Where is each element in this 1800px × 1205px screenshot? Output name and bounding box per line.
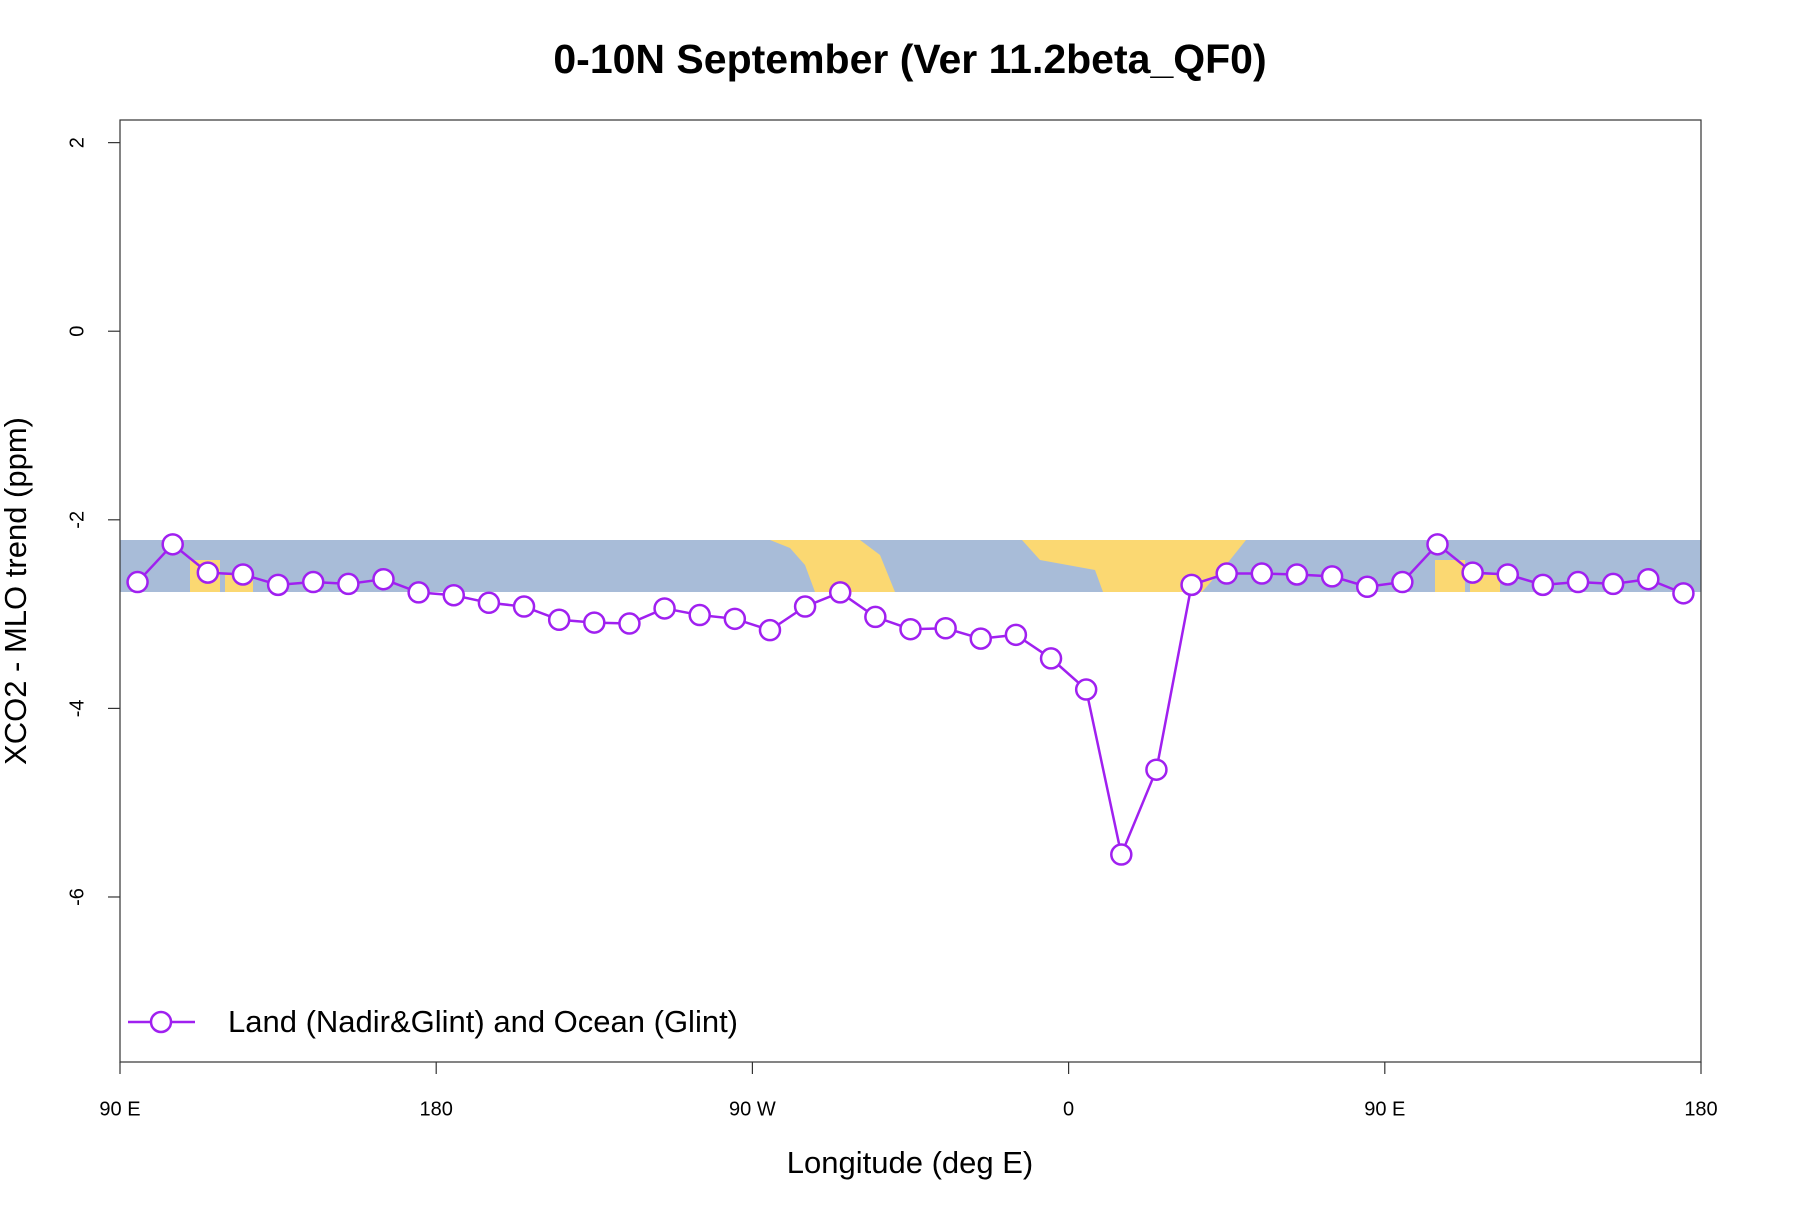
data-point [1004, 623, 1028, 647]
data-point [1074, 678, 1098, 701]
data-point [161, 533, 184, 556]
data-point [723, 607, 747, 631]
data-point [407, 581, 430, 604]
data-point [231, 563, 255, 586]
plot-frame [119, 119, 1702, 1063]
data-point [1145, 758, 1168, 781]
land [1435, 560, 1465, 592]
y-axis-label: XCO2 - MLO trend (ppm) [0, 417, 33, 765]
data-point [864, 605, 887, 629]
data-point [512, 595, 536, 618]
data-point [1039, 647, 1063, 670]
data-point [1110, 843, 1133, 866]
data-point [442, 583, 466, 607]
data-point [934, 616, 957, 640]
x-tick-label: 0 [1063, 1098, 1074, 1120]
data-point [828, 581, 852, 604]
y-tick-label: -6 [66, 888, 88, 906]
data-point [337, 572, 360, 596]
data-point [547, 608, 571, 632]
data-point [1496, 563, 1520, 586]
data-point [758, 618, 782, 642]
y-tick-label: -4 [66, 699, 88, 717]
data-point [618, 612, 641, 635]
legend-marker [149, 1010, 173, 1034]
data-point [301, 570, 325, 594]
data-point [1320, 565, 1344, 588]
data-point [1637, 567, 1660, 591]
data-point [1531, 573, 1555, 597]
data-point [1355, 575, 1379, 599]
y-tick-label: -2 [66, 511, 88, 529]
data-point [1461, 561, 1484, 584]
data-point [969, 627, 993, 650]
data-point [196, 561, 220, 584]
data-point [372, 567, 395, 591]
x-tick-label: 90 W [729, 1098, 776, 1120]
data-point [899, 617, 922, 641]
data-point [1285, 563, 1309, 586]
data-point [1426, 533, 1449, 556]
legend-label: Land (Nadir&Glint) and Ocean (Glint) [228, 1004, 738, 1039]
x-tick-label: 180 [420, 1098, 453, 1120]
data-point [1215, 562, 1238, 585]
land [770, 540, 895, 592]
x-tick-label: 90 E [99, 1098, 140, 1120]
data-point [1391, 570, 1414, 594]
data-point [1566, 570, 1590, 594]
chart-title: 0-10N September (Ver 11.2beta_QF0) [553, 36, 1266, 82]
x-tick-label: 90 E [1364, 1098, 1405, 1120]
data-point [1250, 562, 1274, 585]
data-point [126, 570, 149, 594]
y-tick-label: 2 [66, 137, 88, 148]
data-point [583, 611, 606, 634]
data-point [1601, 572, 1625, 596]
data-point [688, 603, 711, 627]
data-point [1672, 582, 1695, 605]
data-point [477, 591, 501, 615]
x-axis-label: Longitude (deg E) [787, 1145, 1033, 1180]
x-tick-label: 180 [1684, 1098, 1717, 1120]
data-point [1180, 573, 1203, 597]
data-point [653, 597, 676, 620]
data-point [266, 573, 290, 597]
y-tick-label: 0 [66, 326, 88, 337]
data-point [793, 595, 817, 618]
